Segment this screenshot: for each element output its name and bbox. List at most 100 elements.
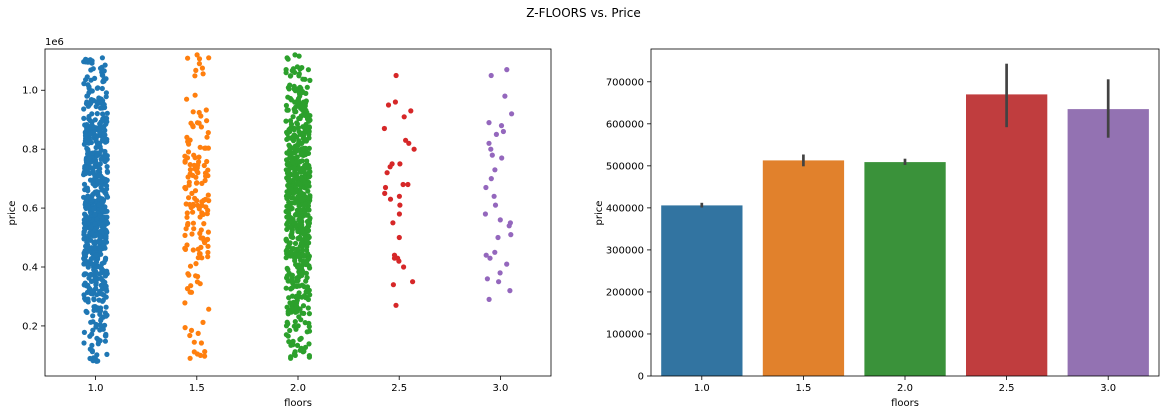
strip-point: [299, 177, 305, 183]
strip-point: [204, 134, 210, 140]
strip-point: [104, 136, 110, 142]
strip-point: [187, 162, 193, 168]
bar-y-tick-label: 700000: [606, 77, 644, 88]
strip-point: [101, 102, 107, 108]
bar-plot: 1.0 1.5 2.0 2.5 3.0 0 100000 200000 300000 40000…: [594, 48, 1160, 409]
strip-point: [411, 146, 417, 152]
strip-point: [189, 190, 195, 196]
strip-point: [192, 188, 199, 194]
strip-point: [83, 57, 90, 63]
strip-point: [200, 319, 206, 325]
strip-point: [284, 214, 290, 220]
strip-point: [495, 234, 501, 241]
strip-point: [191, 349, 197, 355]
strip-point: [205, 192, 211, 198]
strip-point: [192, 92, 198, 98]
strip-point: [492, 249, 498, 255]
strip-point: [102, 273, 109, 279]
strip-point: [89, 261, 95, 267]
strip-point: [82, 225, 88, 231]
strip-point: [486, 140, 492, 146]
strip-point: [89, 166, 95, 172]
strip-point: [98, 316, 104, 322]
strip-point: [306, 207, 312, 213]
strip-point: [285, 321, 291, 327]
strip-point: [97, 338, 103, 344]
strip-point: [96, 239, 102, 245]
strip-point: [92, 117, 98, 123]
strip-point: [103, 304, 109, 310]
strip-point: [300, 124, 306, 130]
bar-error-bars: [700, 63, 1110, 208]
strip-point: [406, 140, 412, 146]
strip-point: [182, 232, 188, 238]
strip-point: [90, 313, 96, 319]
strip-point: [188, 283, 194, 289]
strip-point: [81, 340, 87, 346]
strip-point: [98, 228, 104, 234]
strip-point: [85, 299, 91, 305]
strip-point: [300, 76, 306, 82]
strip-point: [397, 202, 403, 208]
strip-point: [104, 168, 110, 174]
strip-point: [299, 272, 305, 278]
strip-point: [401, 114, 407, 120]
strip-point: [196, 154, 202, 160]
strip-point: [487, 255, 493, 261]
strip-point: [95, 178, 101, 184]
bar-x-tick-label: 1.5: [795, 383, 811, 394]
strip-point: [188, 327, 195, 333]
strip-point: [294, 142, 300, 148]
strip-y-tick-label: 0.2: [22, 321, 38, 332]
strip-point: [93, 133, 99, 139]
strip-point: [289, 293, 296, 299]
bar-y-tick-label: 0: [638, 372, 644, 383]
strip-point: [193, 261, 199, 267]
strip-point: [81, 236, 87, 242]
strip-point: [491, 193, 497, 199]
strip-point: [295, 125, 301, 131]
strip-point: [83, 216, 90, 222]
strip-point: [306, 124, 312, 130]
strip-point: [488, 72, 494, 79]
strip-point: [305, 296, 311, 303]
strip-point: [290, 114, 296, 120]
strip-point: [85, 82, 91, 88]
strip-point: [205, 167, 211, 173]
strip-point: [290, 234, 296, 240]
strip-point: [93, 259, 100, 265]
strip-point: [293, 104, 299, 110]
strip-point: [283, 208, 289, 215]
strip-point: [83, 158, 89, 164]
strip-point: [284, 55, 290, 61]
strip-point: [289, 68, 295, 74]
strip-point: [91, 206, 97, 212]
strip-series-1.5: [182, 52, 212, 361]
strip-point: [288, 286, 294, 292]
strip-point: [84, 122, 90, 128]
strip-point: [382, 190, 388, 196]
strip-point: [285, 168, 291, 174]
strip-point: [295, 166, 301, 172]
strip-point: [283, 255, 289, 261]
strip-point: [285, 94, 291, 100]
strip-point: [283, 118, 289, 124]
strip-point: [396, 193, 402, 199]
strip-point: [94, 153, 100, 159]
bar-1.0: [661, 205, 743, 376]
strip-point: [103, 313, 109, 319]
strip-point: [499, 155, 505, 161]
bar-y-tick-label: 500000: [606, 161, 644, 172]
strip-point: [100, 111, 106, 117]
strip-point: [302, 170, 308, 176]
strip-point: [509, 111, 515, 117]
strip-point: [97, 245, 103, 251]
strip-point: [301, 106, 307, 113]
strip-point: [103, 294, 109, 300]
bar-x-tick-label: 2.0: [897, 383, 913, 394]
strip-point: [390, 220, 396, 226]
strip-point: [201, 221, 207, 227]
strip-point: [296, 71, 302, 77]
